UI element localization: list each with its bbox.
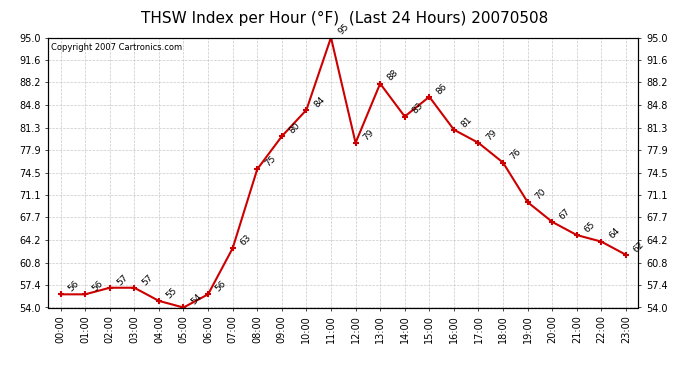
Text: 88: 88 — [386, 68, 400, 83]
Text: 57: 57 — [115, 273, 130, 287]
Text: 55: 55 — [164, 286, 179, 300]
Text: 56: 56 — [214, 279, 228, 294]
Text: 86: 86 — [435, 81, 449, 96]
Text: 79: 79 — [484, 128, 498, 142]
Text: 84: 84 — [312, 95, 326, 109]
Text: 70: 70 — [533, 187, 548, 201]
Text: THSW Index per Hour (°F)  (Last 24 Hours) 20070508: THSW Index per Hour (°F) (Last 24 Hours)… — [141, 11, 549, 26]
Text: 65: 65 — [582, 220, 597, 234]
Text: 76: 76 — [509, 147, 523, 162]
Text: 57: 57 — [140, 273, 155, 287]
Text: 67: 67 — [558, 207, 572, 221]
Text: 56: 56 — [66, 279, 81, 294]
Text: 62: 62 — [631, 240, 646, 254]
Text: Copyright 2007 Cartronics.com: Copyright 2007 Cartronics.com — [51, 43, 182, 52]
Text: 83: 83 — [411, 101, 425, 116]
Text: 56: 56 — [90, 279, 105, 294]
Text: 79: 79 — [361, 128, 375, 142]
Text: 95: 95 — [337, 22, 351, 37]
Text: 54: 54 — [189, 292, 204, 307]
Text: 75: 75 — [263, 154, 277, 168]
Text: 80: 80 — [287, 121, 302, 135]
Text: 63: 63 — [238, 233, 253, 248]
Text: 64: 64 — [607, 226, 621, 241]
Text: 81: 81 — [460, 114, 474, 129]
